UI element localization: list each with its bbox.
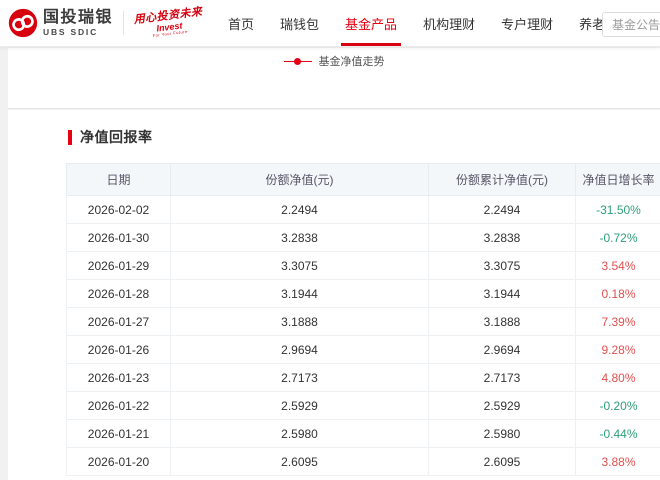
cell-date: 2026-01-23 xyxy=(66,363,171,392)
cell-daily-growth: 3.88% xyxy=(575,447,660,476)
section-title-text: 净值回报率 xyxy=(80,129,153,145)
table-row[interactable]: 2026-01-29 3.3075 3.3075 3.54% xyxy=(66,251,660,280)
table-row[interactable]: 2026-01-20 2.6095 2.6095 3.88% xyxy=(66,447,660,476)
nav-item-2[interactable]: 基金产品 xyxy=(332,0,410,46)
table-row[interactable]: 2026-01-21 2.5980 2.5980 -0.44% xyxy=(66,419,660,448)
brand-slogan-stamp: 用心投资未来 Invest For Your Future xyxy=(132,5,207,40)
cell-unit-nav: 2.6095 xyxy=(170,447,429,476)
ubs-sdic-logo-icon xyxy=(8,8,38,38)
cell-daily-growth: -0.20% xyxy=(575,391,660,420)
table-row[interactable]: 2026-01-23 2.7173 2.7173 4.80% xyxy=(66,363,660,392)
net-value-section: 净值回报率 日期 份额净值(元) 份额累计净值(元) 净值日增长率 2026-0… xyxy=(8,110,660,480)
table-row[interactable]: 2026-01-30 3.2838 3.2838 -0.72% xyxy=(66,223,660,252)
nav-item-label: 机构理财 xyxy=(423,16,476,32)
cell-cumulative-nav: 2.9694 xyxy=(428,335,576,364)
brand-subname: UBS SDIC xyxy=(43,26,99,37)
cell-date: 2026-01-22 xyxy=(66,391,171,420)
red-title-bar xyxy=(68,129,72,145)
brand-name: 国投瑞银 xyxy=(43,9,114,27)
top-nav-bar: 国投瑞银 UBS SDIC 用心投资未来 Invest For Your Fut… xyxy=(0,0,660,47)
cell-daily-growth: -31.50% xyxy=(575,195,660,224)
cell-daily-growth: 0.18% xyxy=(575,279,660,308)
cell-daily-growth: 4.80% xyxy=(575,363,660,392)
cell-unit-nav: 2.5929 xyxy=(170,391,429,420)
nav-item-4[interactable]: 专户理财 xyxy=(488,0,566,46)
nav-item-label: 瑞钱包 xyxy=(280,16,320,32)
nav-item-label: 基金产品 xyxy=(345,16,398,32)
cell-cumulative-nav: 3.3075 xyxy=(428,251,576,280)
header-daily-growth: 净值日增长率 xyxy=(575,163,660,196)
table-header-row: 日期 份额净值(元) 份额累计净值(元) 净值日增长率 xyxy=(66,163,660,196)
cell-unit-nav: 3.1944 xyxy=(170,279,429,308)
cell-cumulative-nav: 2.7173 xyxy=(428,363,576,392)
cell-date: 2026-01-26 xyxy=(66,335,171,364)
table-body: 2026-02-02 2.2494 2.2494 -31.50% 2026-01… xyxy=(66,195,660,476)
net-value-table: 日期 份额净值(元) 份额累计净值(元) 净值日增长率 2026-02-02 2… xyxy=(66,163,660,476)
cell-cumulative-nav: 2.6095 xyxy=(428,447,576,476)
table-row[interactable]: 2026-01-27 3.1888 3.1888 7.39% xyxy=(66,307,660,336)
nav-item-0[interactable]: 首页 xyxy=(215,0,267,46)
nav-item-3[interactable]: 机构理财 xyxy=(410,0,488,46)
logo-divider xyxy=(123,11,125,35)
cell-cumulative-nav: 3.1888 xyxy=(428,307,576,336)
legend-label: 基金净值走势 xyxy=(318,56,385,68)
cell-daily-growth: 9.28% xyxy=(575,335,660,364)
nav-item-label: 专户理财 xyxy=(501,16,554,32)
nav-menu: 首页 瑞钱包 基金产品 机构理财 专户理财 养老专区 客户服务 xyxy=(215,0,660,46)
cell-cumulative-nav: 2.2494 xyxy=(428,195,576,224)
table-row[interactable]: 2026-01-28 3.1944 3.1944 0.18% xyxy=(66,279,660,308)
header-date: 日期 xyxy=(66,163,171,196)
table-row[interactable]: 2026-01-26 2.9694 2.9694 9.28% xyxy=(66,335,660,364)
cell-cumulative-nav: 2.5980 xyxy=(428,419,576,448)
cell-daily-growth: -0.44% xyxy=(575,419,660,448)
cell-unit-nav: 3.3075 xyxy=(170,251,429,280)
cell-daily-growth: 3.54% xyxy=(575,251,660,280)
table-row[interactable]: 2026-02-02 2.2494 2.2494 -31.50% xyxy=(66,195,660,224)
header-cumulative-nav: 份额累计净值(元) xyxy=(428,163,576,196)
brand-logo[interactable]: 国投瑞银 UBS SDIC xyxy=(0,8,113,38)
cell-date: 2026-01-28 xyxy=(66,279,171,308)
nav-item-label: 首页 xyxy=(228,16,255,32)
line-series-legend-icon xyxy=(283,57,312,66)
search-input[interactable] xyxy=(602,12,660,37)
cell-unit-nav: 2.7173 xyxy=(170,363,429,392)
table-row[interactable]: 2026-01-22 2.5929 2.5929 -0.20% xyxy=(66,391,660,420)
cell-date: 2026-01-21 xyxy=(66,419,171,448)
cell-unit-nav: 2.9694 xyxy=(170,335,429,364)
cell-unit-nav: 3.2838 xyxy=(170,223,429,252)
cell-date: 2026-01-30 xyxy=(66,223,171,252)
cell-cumulative-nav: 3.2838 xyxy=(428,223,576,252)
cell-date: 2026-01-29 xyxy=(66,251,171,280)
nav-item-1[interactable]: 瑞钱包 xyxy=(267,0,332,46)
cell-unit-nav: 2.5980 xyxy=(170,419,429,448)
nav-trend-chart-panel: 基金净值走势 xyxy=(8,48,660,109)
cell-cumulative-nav: 3.1944 xyxy=(428,279,576,308)
section-title: 净值回报率 xyxy=(68,127,660,147)
cell-date: 2026-02-02 xyxy=(66,195,171,224)
cell-unit-nav: 2.2494 xyxy=(170,195,429,224)
header-unit-nav: 份额净值(元) xyxy=(170,163,429,196)
chart-legend-item[interactable]: 基金净值走势 xyxy=(283,53,385,69)
cell-date: 2026-01-27 xyxy=(66,307,171,336)
cell-daily-growth: 7.39% xyxy=(575,307,660,336)
cell-daily-growth: -0.72% xyxy=(575,223,660,252)
cell-cumulative-nav: 2.5929 xyxy=(428,391,576,420)
cell-date: 2026-01-20 xyxy=(66,447,171,476)
cell-unit-nav: 3.1888 xyxy=(170,307,429,336)
